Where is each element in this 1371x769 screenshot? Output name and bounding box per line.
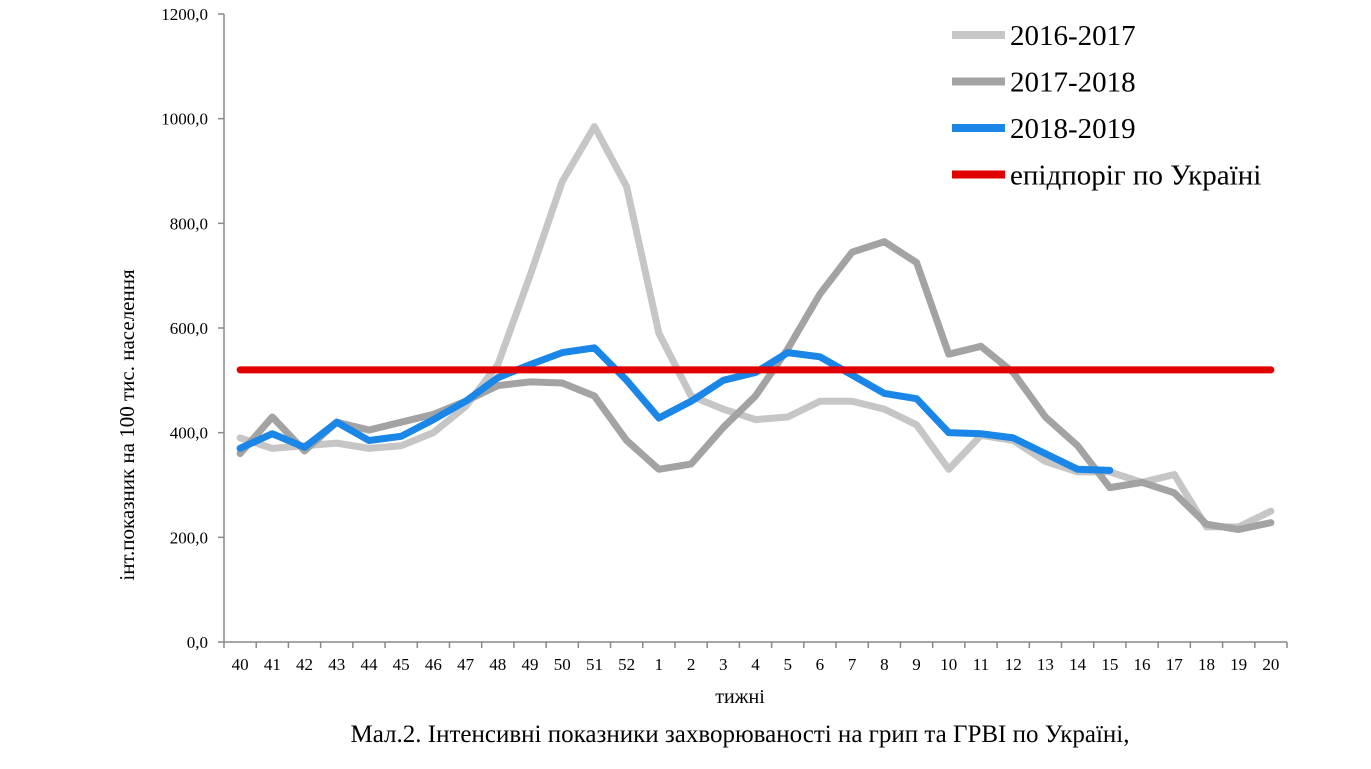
x-tick-label: 18 — [1198, 655, 1215, 674]
x-tick-label: 48 — [489, 655, 506, 674]
x-axis-label: тижні — [715, 686, 765, 708]
x-tick-label: 4 — [751, 655, 760, 674]
x-tick-label: 45 — [393, 655, 410, 674]
x-tick-label: 42 — [296, 655, 313, 674]
y-tick-label: 1000,0 — [161, 110, 208, 129]
x-tick-label: 10 — [940, 655, 957, 674]
caption: Мал.2. Інтенсивні показники захворюванос… — [350, 721, 1129, 748]
x-tick-label: 5 — [783, 655, 792, 674]
series-line — [236, 344, 1114, 474]
x-tick-label: 8 — [880, 655, 889, 674]
y-tick-label: 200,0 — [170, 528, 208, 547]
x-tick-label: 6 — [816, 655, 825, 674]
series-line — [236, 238, 1275, 533]
x-tick-label: 3 — [719, 655, 728, 674]
x-tick-label: 51 — [586, 655, 603, 674]
y-tick-label: 400,0 — [170, 424, 208, 443]
x-tick-label: 14 — [1069, 655, 1087, 674]
x-tick-label: 20 — [1262, 655, 1279, 674]
x-tick-label: 2 — [687, 655, 696, 674]
x-tick-label: 44 — [360, 655, 378, 674]
x-tick-label: 19 — [1230, 655, 1247, 674]
y-tick-label: 0,0 — [187, 633, 208, 652]
y-tick-label: 600,0 — [170, 319, 208, 338]
x-tick-label: 17 — [1166, 655, 1184, 674]
x-tick-label: 7 — [848, 655, 857, 674]
x-tick-label: 13 — [1037, 655, 1054, 674]
legend-label: 2018-2019 — [1010, 113, 1136, 145]
x-tick-label: 11 — [973, 655, 989, 674]
x-tick-label: 43 — [328, 655, 345, 674]
legend-label: 2016-2017 — [1010, 20, 1136, 52]
x-tick-label: 50 — [554, 655, 571, 674]
legend-label: 2017-2018 — [1010, 67, 1136, 99]
x-tick-label: 40 — [232, 655, 249, 674]
y-tick-label: 1200,0 — [161, 5, 208, 24]
x-tick-label: 46 — [425, 655, 442, 674]
x-tick-label: 47 — [457, 655, 475, 674]
x-tick-label: 16 — [1134, 655, 1151, 674]
x-tick-label: 15 — [1101, 655, 1118, 674]
x-tick-label: 1 — [655, 655, 664, 674]
y-tick-label: 800,0 — [170, 214, 208, 233]
x-tick-label: 9 — [912, 655, 921, 674]
x-tick-label: 41 — [264, 655, 281, 674]
x-tick-label: 52 — [618, 655, 635, 674]
y-axis-label: інт.показник на 100 тис. населення — [115, 269, 139, 581]
legend-label: епідпоріг по Україні — [1010, 160, 1261, 192]
x-tick-label: 12 — [1005, 655, 1022, 674]
x-tick-label: 49 — [522, 655, 539, 674]
